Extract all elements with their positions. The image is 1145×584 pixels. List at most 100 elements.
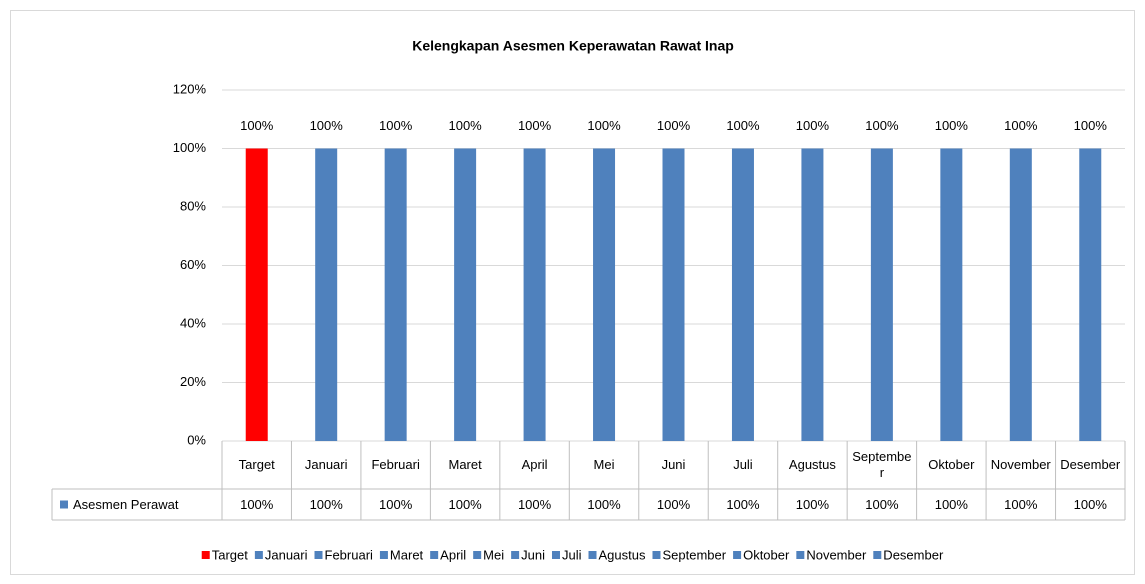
x-tick-label: Juli (733, 457, 753, 472)
table-value: 100% (726, 497, 760, 512)
legend-key (430, 551, 439, 559)
legend-key (201, 551, 210, 559)
y-tick-label: 120% (173, 81, 207, 96)
bar (245, 148, 268, 441)
legend-label: Mei (483, 547, 504, 562)
legend-key (254, 551, 263, 559)
legend-key (588, 551, 597, 559)
table-value: 100% (935, 497, 969, 512)
legend-key (511, 551, 520, 559)
bar (315, 148, 338, 441)
data-label: 100% (796, 118, 830, 133)
x-tick-label: Mei (593, 457, 615, 472)
x-tick-label: Agustus (788, 457, 836, 472)
legend-label: Juli (562, 547, 582, 562)
legend-key (873, 551, 882, 559)
data-label: 100% (1004, 118, 1038, 133)
legend-key (379, 551, 388, 559)
x-tick-label: Oktober (928, 457, 975, 472)
table-value: 100% (448, 497, 482, 512)
legend-label: April (440, 547, 466, 562)
category-cell: Februari (371, 457, 420, 472)
category-cell: Maret (448, 457, 482, 472)
y-tick-label: 60% (180, 257, 206, 272)
legend-key (473, 551, 482, 559)
series-name: Asesmen Perawat (73, 497, 179, 512)
data-label: 100% (240, 118, 274, 133)
y-tick-label: 40% (180, 315, 206, 330)
bar (1079, 148, 1102, 441)
x-tick-label: September (852, 449, 912, 480)
x-tick-label: Februari (371, 457, 420, 472)
category-cell: Juli (733, 457, 753, 472)
category-cell: April (521, 457, 548, 472)
legend-key (60, 500, 68, 509)
data-label: 100% (310, 118, 344, 133)
y-tick-label: 80% (180, 198, 206, 213)
category-cell: September (852, 449, 912, 480)
x-tick-label: Juni (661, 457, 686, 472)
bar (523, 148, 546, 441)
table-value: 100% (657, 497, 691, 512)
bar (1009, 148, 1032, 441)
y-tick-label: 100% (173, 140, 207, 155)
bar (454, 148, 477, 441)
table-value: 100% (310, 497, 344, 512)
bar (940, 148, 963, 441)
x-tick-label: Maret (448, 457, 482, 472)
data-label: 100% (518, 118, 552, 133)
legend-label: Juni (521, 547, 545, 562)
table-value: 100% (1004, 497, 1038, 512)
chart-title: Kelengkapan Asesmen Keperawatan Rawat In… (412, 38, 734, 54)
table-value: 100% (587, 497, 621, 512)
bar (870, 148, 893, 441)
legend-key (733, 551, 742, 559)
x-tick-label: November (990, 457, 1051, 472)
legend: Target Januari Februari Maret April Mei Juni Ju… (201, 547, 944, 562)
x-tick-label: Desember (1060, 457, 1121, 472)
table-value: 100% (1074, 497, 1108, 512)
bar (731, 148, 754, 441)
data-label: 100% (448, 118, 482, 133)
legend-key (551, 551, 560, 559)
legend-label: Oktober (743, 547, 790, 562)
legend-label: November (806, 547, 867, 562)
category-cell: Januari (304, 457, 348, 472)
bar (801, 148, 824, 441)
category-cell: Mei (593, 457, 615, 472)
table-value: 100% (518, 497, 552, 512)
data-label: 100% (865, 118, 899, 133)
y-tick-label: 20% (180, 374, 206, 389)
legend-label: September (662, 547, 726, 562)
legend-label: Maret (390, 547, 424, 562)
category-cell: Desember (1060, 457, 1121, 472)
legend-key (796, 551, 805, 559)
legend-label: Februari (325, 547, 374, 562)
bar (384, 148, 407, 441)
legend-key (652, 551, 661, 559)
data-label: 100% (587, 118, 621, 133)
legend-label: Agustus (599, 547, 646, 562)
legend-label: Desember (883, 547, 944, 562)
category-cell: Target (238, 457, 275, 472)
legend-label: Target (212, 547, 249, 562)
bar (662, 148, 685, 441)
y-tick-label: 0% (187, 432, 206, 447)
legend-key (314, 551, 323, 559)
data-label: 100% (935, 118, 969, 133)
category-cell: Agustus (788, 457, 836, 472)
table-value: 100% (796, 497, 830, 512)
legend-label: Januari (265, 547, 308, 562)
data-label: 100% (1074, 118, 1108, 133)
data-label: 100% (726, 118, 760, 133)
x-tick-label: Januari (304, 457, 348, 472)
data-label: 100% (379, 118, 413, 133)
table-value: 100% (379, 497, 413, 512)
table-value: 100% (865, 497, 899, 512)
x-tick-label: April (521, 457, 548, 472)
data-label: 100% (657, 118, 691, 133)
category-cell: November (990, 457, 1051, 472)
table-value: 100% (240, 497, 274, 512)
x-tick-label: Target (238, 457, 275, 472)
